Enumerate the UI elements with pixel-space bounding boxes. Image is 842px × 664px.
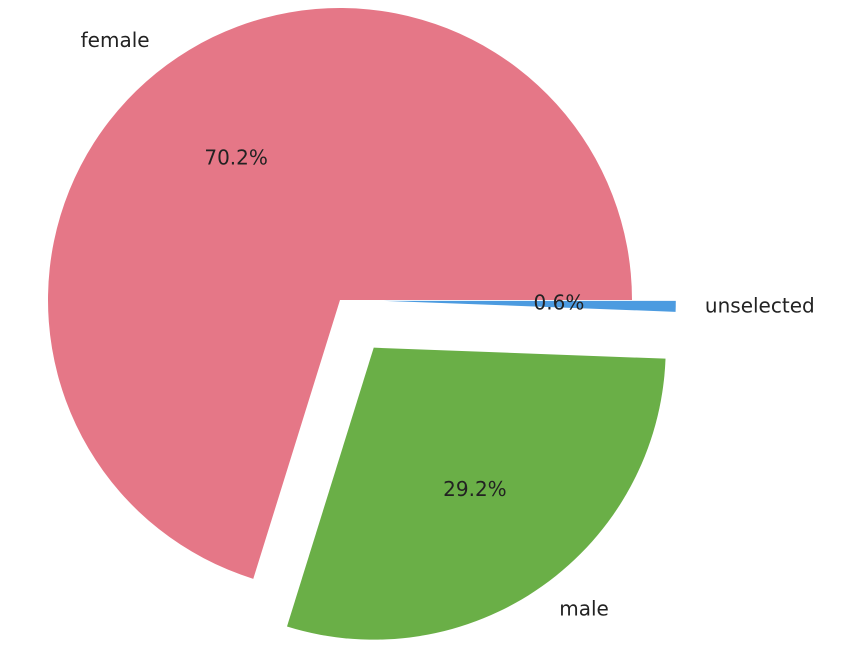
percent-label: 0.6%: [534, 291, 585, 315]
percent-label: 29.2%: [443, 477, 507, 501]
pie-slice: [48, 8, 633, 579]
percent-label: 70.2%: [204, 145, 268, 169]
pie-slice: [383, 300, 676, 312]
slice-label: female: [81, 28, 150, 52]
slice-label: unselected: [705, 293, 815, 317]
pie-slice: [286, 347, 666, 640]
slice-label: male: [559, 596, 609, 620]
